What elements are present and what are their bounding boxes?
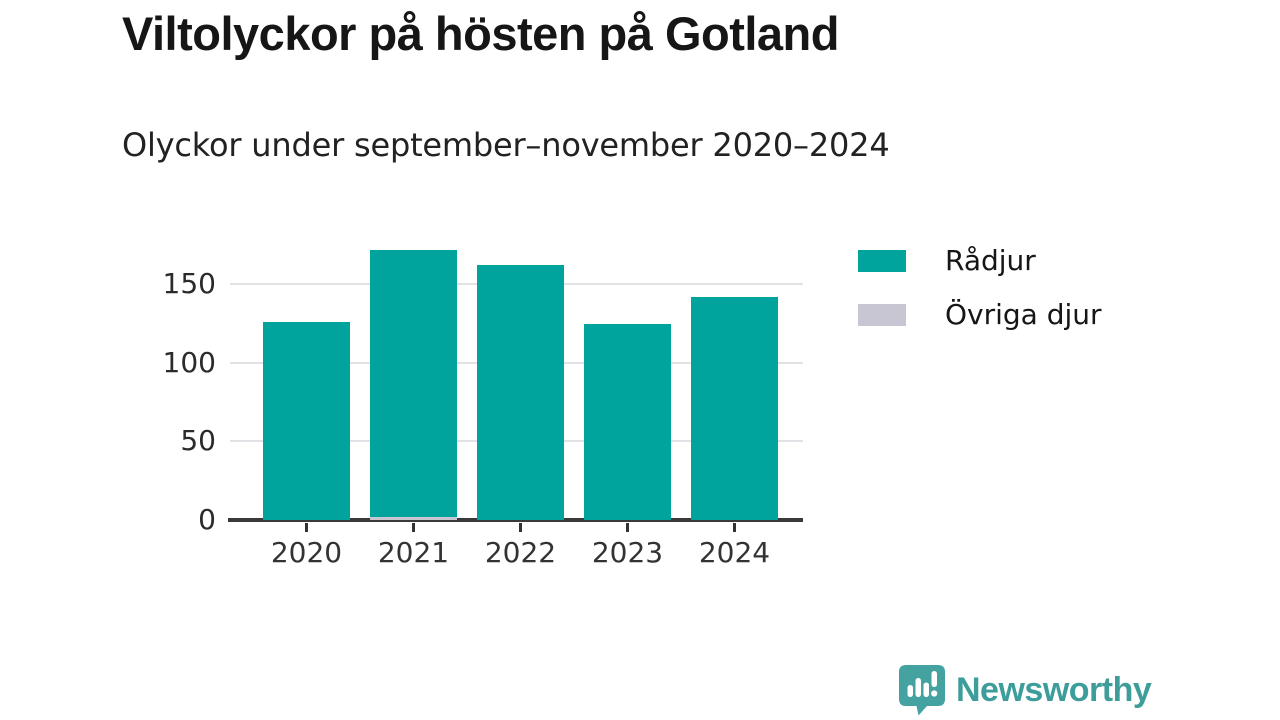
y-axis-label-100: 100 [162, 345, 216, 379]
bar-2020-rådjur [263, 322, 350, 520]
x-tick-2020 [305, 523, 308, 532]
newsworthy-logo-icon [899, 665, 945, 716]
x-axis-label-2023: 2023 [591, 536, 664, 569]
legend-swatch-icon [858, 249, 906, 272]
chart-title: Viltolyckor på hösten på Gotland [122, 7, 839, 60]
chart-subtitle: Olyckor under september–november 2020–20… [122, 126, 890, 164]
x-axis-line [228, 518, 803, 522]
brand-name: Newsworthy [956, 670, 1152, 709]
plot-area: 0 50 100 150 2020 2021 2022 2023 2024 [163, 245, 803, 569]
legend-label: Rådjur [945, 244, 1036, 277]
y-axis-label-50: 50 [180, 424, 216, 458]
bar-2023-rådjur [584, 323, 671, 520]
x-axis-label-2020: 2020 [270, 536, 343, 569]
x-axis-label-2024: 2024 [698, 536, 771, 569]
legend-label: Övriga djur [945, 298, 1102, 331]
x-tick-2022 [519, 523, 522, 532]
legend-item-övriga-djur: Övriga djur [858, 298, 1102, 331]
legend-swatch-icon [858, 303, 906, 326]
bar-2021-rådjur [370, 249, 457, 517]
x-axis-label-2021: 2021 [377, 536, 450, 569]
y-axis-label-0: 0 [198, 503, 216, 536]
y-axis-label-150: 150 [162, 267, 216, 301]
legend: Rådjur Övriga djur [858, 244, 1102, 352]
x-tick-2024 [733, 523, 736, 532]
bar-2021-övriga-djur [370, 516, 457, 520]
brand-footer: Newsworthy [898, 664, 1152, 716]
x-tick-2021 [412, 523, 415, 532]
legend-item-rådjur: Rådjur [858, 244, 1102, 277]
x-axis-label-2022: 2022 [484, 536, 557, 569]
bar-2024-rådjur [691, 296, 778, 520]
x-tick-2023 [626, 523, 629, 532]
bar-2022-rådjur [477, 265, 564, 520]
